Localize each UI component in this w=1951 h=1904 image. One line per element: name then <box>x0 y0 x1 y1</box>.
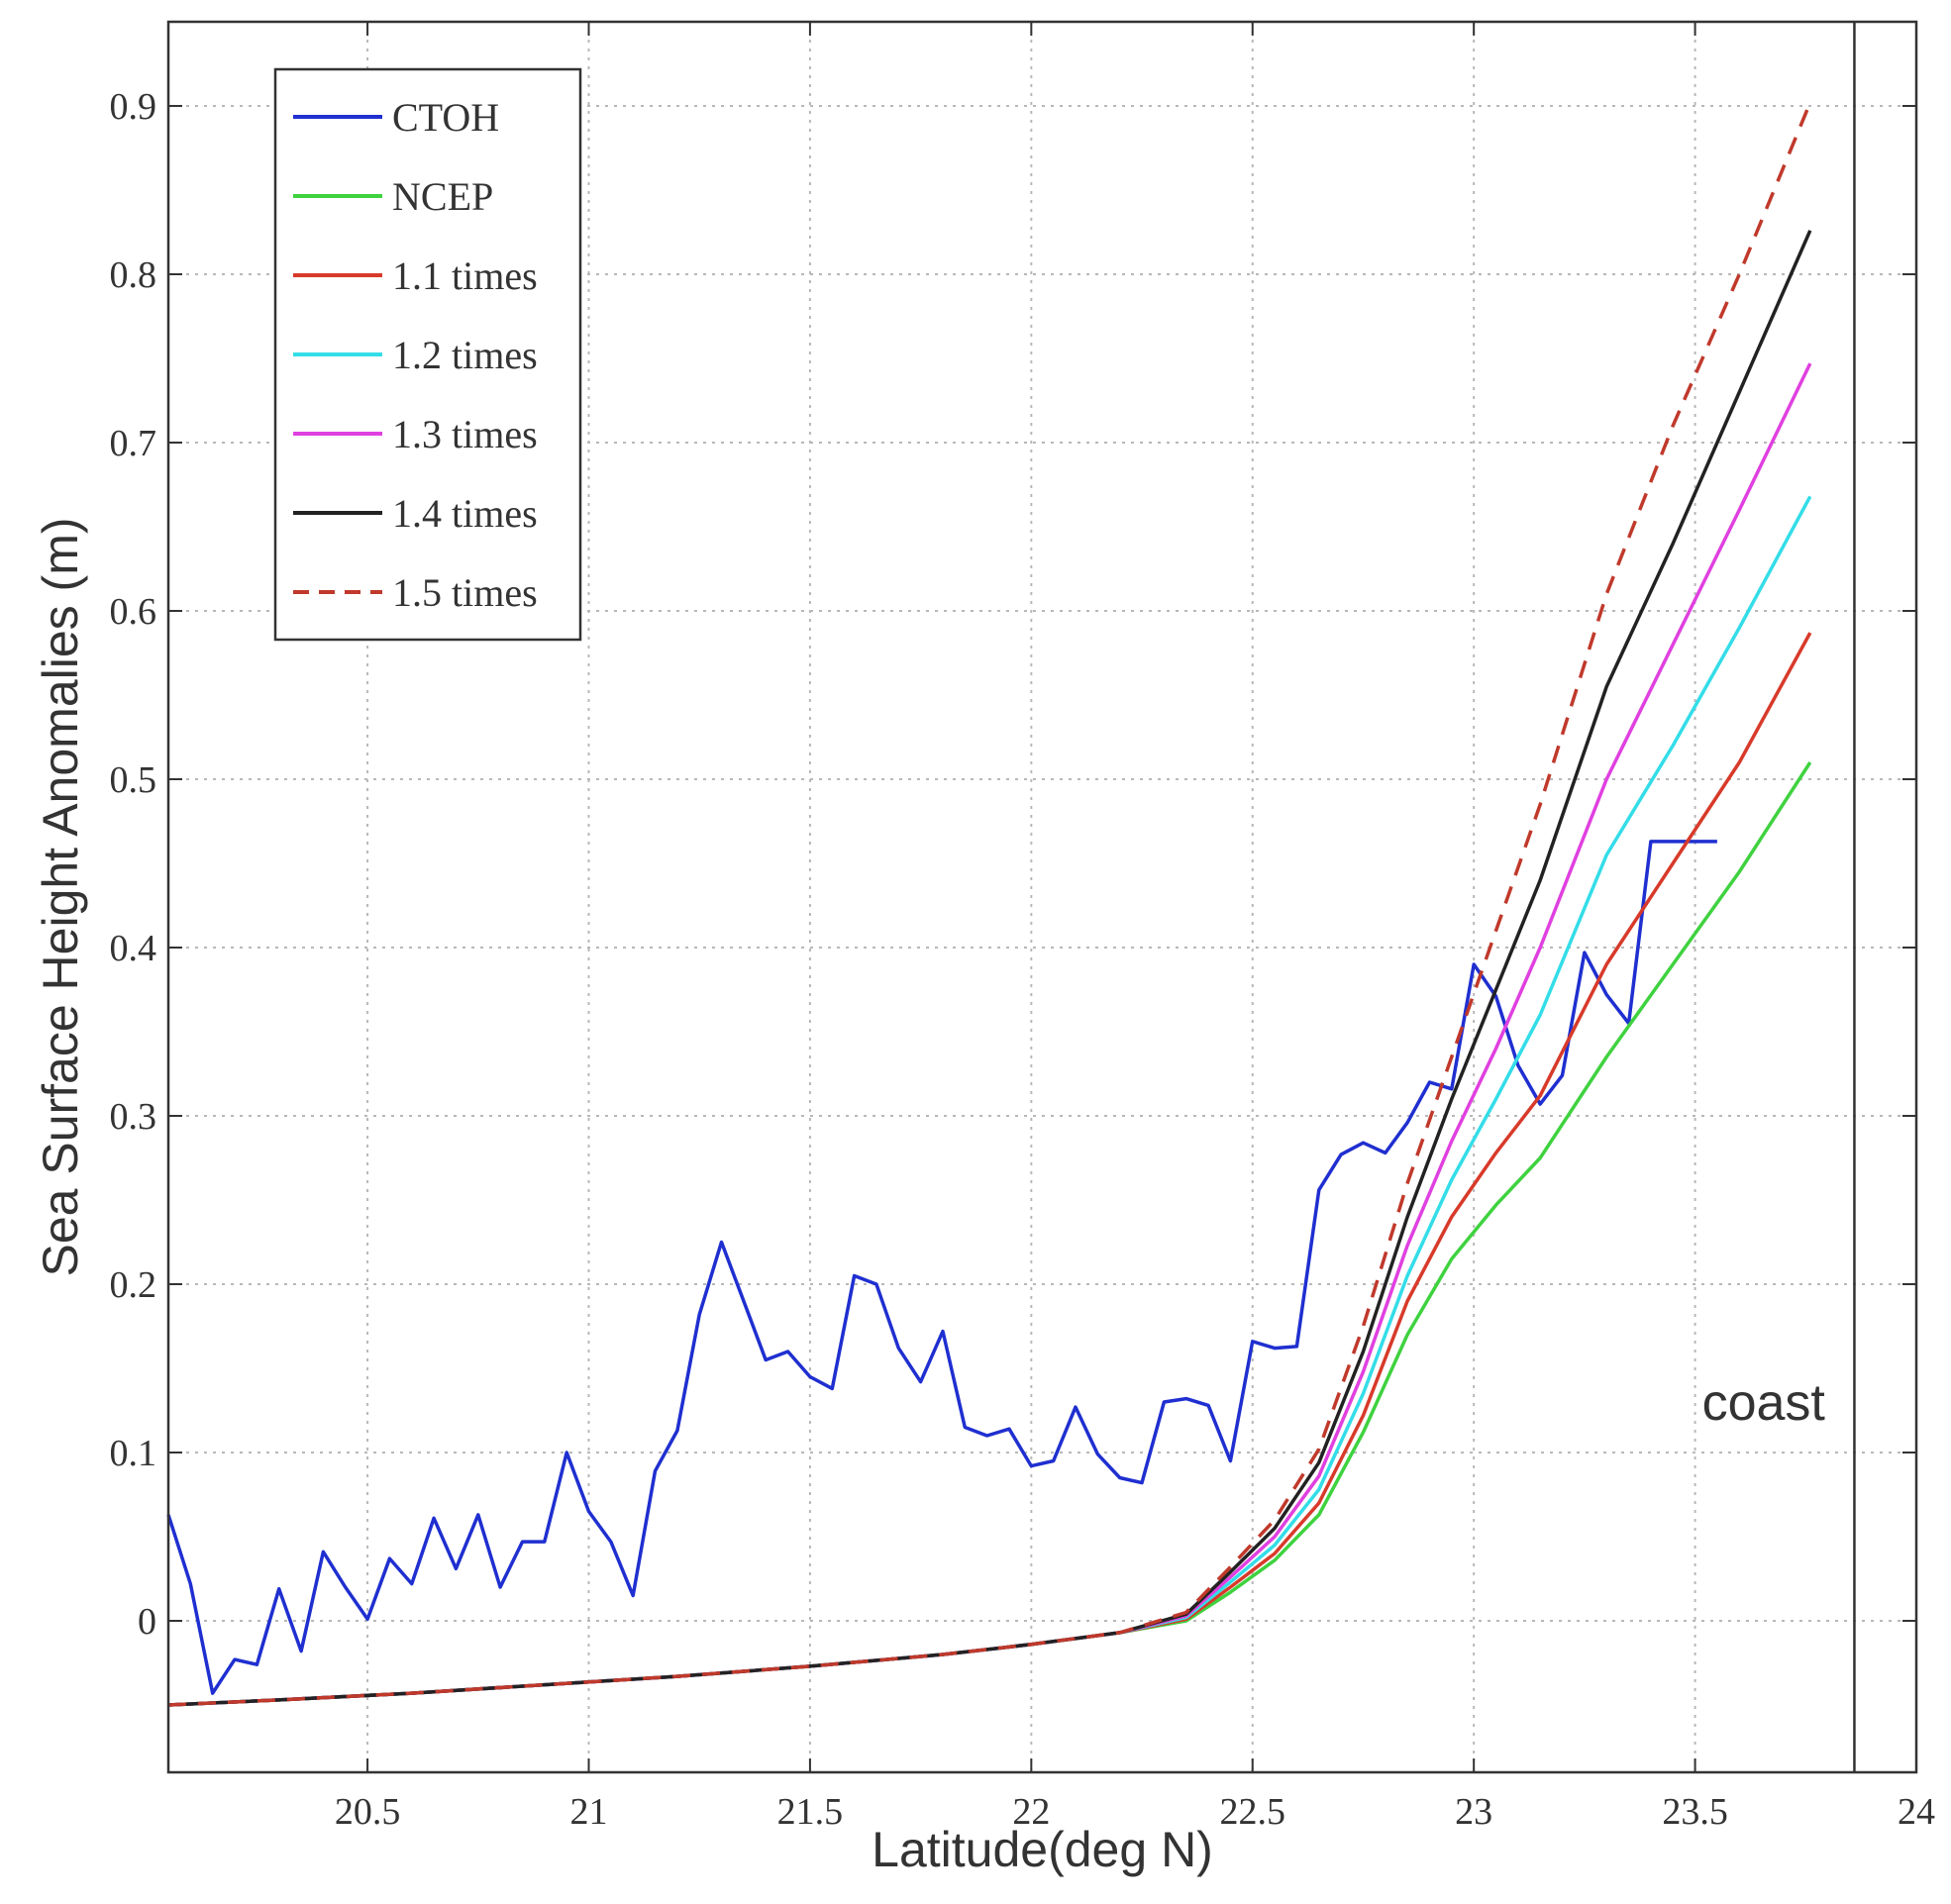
x-tick-label: 22 <box>1012 1791 1050 1833</box>
series-lines <box>166 101 1812 1707</box>
y-tick-label: 0.3 <box>110 1096 157 1138</box>
axis-ticks: 20.5 21 21.5 22 22.5 23 23.5 24 0 0.1 0.2 0.3 0.4 0.5… <box>110 22 1935 1833</box>
y-tick-label: 0.8 <box>110 254 157 296</box>
y-tick-label: 0 <box>138 1601 156 1643</box>
x-axis-title: Latitude(deg N) <box>872 1822 1213 1877</box>
x-tick-label: 23 <box>1455 1791 1492 1833</box>
y-tick-label: 0.2 <box>110 1264 157 1306</box>
x-tick-label: 20.5 <box>335 1791 401 1833</box>
coast-annotation: coast <box>1702 1374 1826 1432</box>
y-axis-title: Sea Surface Height Anomalies (m) <box>33 517 88 1276</box>
x-tick-label: 23.5 <box>1662 1791 1728 1833</box>
legend-label: 1.3 times <box>392 412 538 456</box>
series-line-ctoh <box>166 840 1717 1695</box>
legend-label: 1.2 times <box>392 333 538 377</box>
x-tick-label: 21.5 <box>777 1791 844 1833</box>
y-tick-label: 0.5 <box>110 759 157 801</box>
legend-label: CTOH <box>392 95 499 140</box>
axes-box <box>166 20 1918 1774</box>
x-tick-label: 21 <box>569 1791 607 1833</box>
y-tick-label: 0.6 <box>110 591 157 633</box>
y-tick-label: 0.7 <box>110 423 157 464</box>
legend-label: NCEP <box>392 174 493 219</box>
y-tick-label: 0.4 <box>110 928 157 969</box>
legend: CTOH NCEP 1.1 times 1.2 times 1.3 times 1.4 t… <box>273 67 582 642</box>
series-line-1.4-times <box>167 230 1812 1707</box>
x-tick-label: 24 <box>1898 1791 1935 1833</box>
series-line-1.5-times <box>167 101 1812 1707</box>
plot-frame <box>166 20 1918 1774</box>
legend-label: 1.5 times <box>392 570 538 615</box>
legend-label: 1.1 times <box>392 253 538 298</box>
x-tick-label: 22.5 <box>1219 1791 1285 1833</box>
y-tick-label: 0.9 <box>110 86 157 128</box>
y-tick-label: 0.1 <box>110 1433 157 1474</box>
legend-label: 1.4 times <box>392 491 538 536</box>
